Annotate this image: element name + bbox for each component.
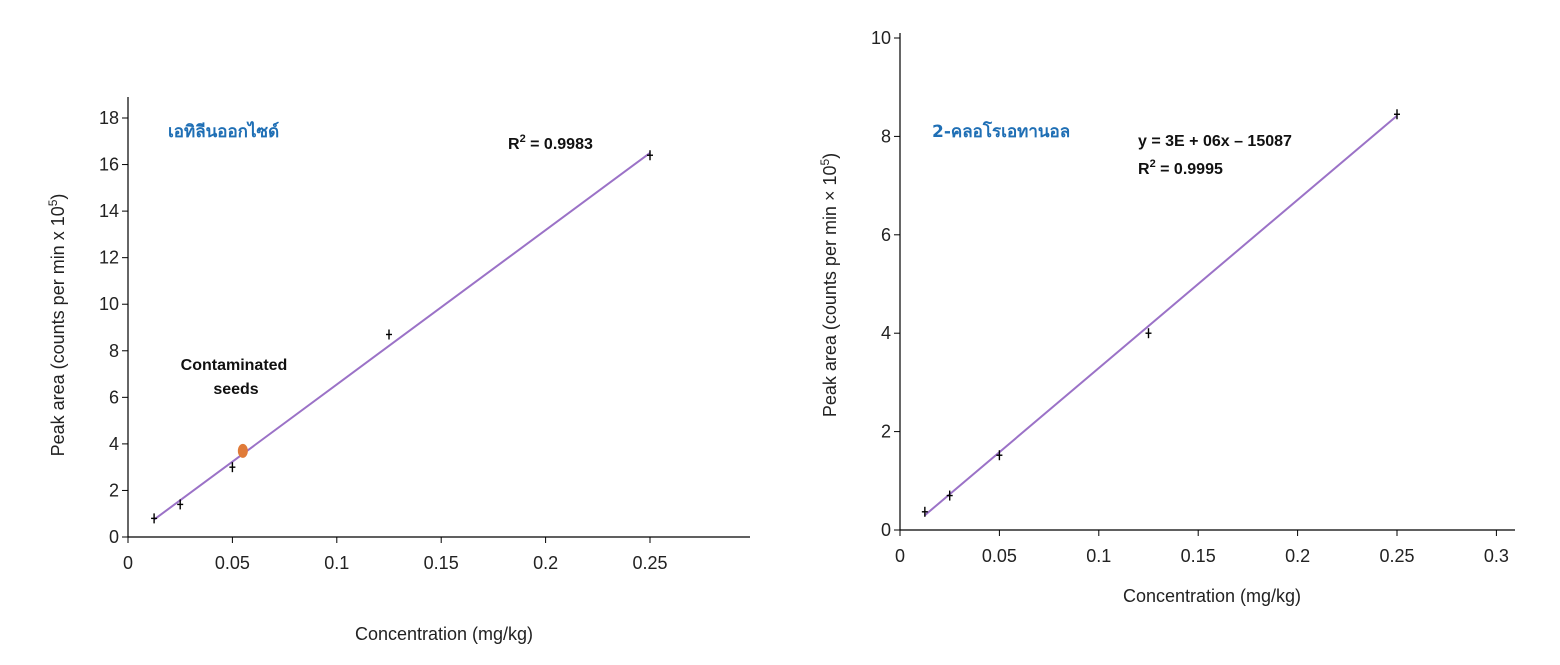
data-point <box>386 329 392 340</box>
contaminated-label-line1: Contaminated <box>181 357 288 374</box>
x-tick-label: 0.15 <box>424 553 459 573</box>
trendline <box>924 114 1398 517</box>
x-tick-label: 0.25 <box>632 553 667 573</box>
x-tick-label: 0.2 <box>1285 546 1310 566</box>
y-tick-label: 6 <box>109 387 119 407</box>
r-squared-exponent: 2 <box>520 133 526 145</box>
r-squared-prefix: R <box>1138 161 1150 178</box>
y-axis-title-text: Peak area (counts per min x 10 <box>48 206 68 456</box>
y-tick-label: 14 <box>99 201 119 221</box>
y-tick-label: 4 <box>109 434 119 454</box>
data-points <box>921 109 1400 517</box>
y-axis-title-exponent: 5 <box>818 159 832 166</box>
x-axis-ticks: 0 0.05 0.1 0.15 0.2 0.25 <box>123 537 668 573</box>
y-tick-label: 12 <box>99 248 119 268</box>
y-tick-label: 10 <box>871 28 891 48</box>
y-tick-label: 2 <box>109 480 119 500</box>
y-tick-label: 6 <box>881 225 891 245</box>
x-tick-label: 0.3 <box>1484 546 1509 566</box>
x-tick-label: 0.15 <box>1181 546 1216 566</box>
y-axis-title-suffix: ) <box>820 153 840 159</box>
y-axis-ticks: 0 2 4 6 8 10 12 14 16 18 <box>99 108 128 547</box>
chart-ethylene-oxide: 0 2 4 6 8 10 12 14 16 18 0 0.05 0.1 0.15 0.2 0.25 เอทิ… <box>46 97 750 644</box>
x-axis-title: Concentration (mg/kg) <box>355 624 533 644</box>
r-squared-prefix: R <box>508 136 520 153</box>
contaminated-label-line2: seeds <box>213 381 258 398</box>
data-point <box>229 462 236 473</box>
r-squared-exponent: 2 <box>1150 158 1156 170</box>
x-tick-label: 0.2 <box>533 553 558 573</box>
data-point <box>177 499 184 510</box>
y-tick-label: 4 <box>881 323 891 343</box>
x-tick-label: 0.1 <box>324 553 349 573</box>
y-axis-title: Peak area (counts per min x 105) <box>46 194 68 457</box>
y-tick-label: 8 <box>109 341 119 361</box>
y-axis-title-text: Peak area (counts per min × 10 <box>820 166 840 418</box>
trendline-path <box>153 152 651 521</box>
x-tick-label: 0.05 <box>982 546 1017 566</box>
data-point <box>946 490 953 501</box>
data-point <box>151 513 158 524</box>
data-point <box>921 506 928 517</box>
x-tick-label: 0 <box>123 553 133 573</box>
data-point <box>996 450 1003 461</box>
data-point <box>1145 328 1152 339</box>
r-squared-value: = 0.9983 <box>526 136 593 153</box>
y-axis-title: Peak area (counts per min × 105) <box>818 153 840 417</box>
y-tick-label: 10 <box>99 294 119 314</box>
data-point <box>1394 109 1400 120</box>
y-tick-label: 16 <box>99 155 119 175</box>
y-tick-label: 0 <box>881 520 891 540</box>
x-axis-title: Concentration (mg/kg) <box>1123 586 1301 606</box>
r-squared-value: = 0.9995 <box>1156 161 1223 178</box>
y-tick-label: 8 <box>881 126 891 146</box>
y-tick-label: 2 <box>881 422 891 442</box>
contaminated-seeds-point <box>237 443 248 458</box>
regression-equation: y = 3E + 06x – 15087 <box>1138 133 1292 150</box>
trendline <box>153 152 651 521</box>
chart-title: เอทิลีนออกไซด์ <box>168 121 279 142</box>
r-squared-label: R2 = 0.9995 <box>1138 158 1223 178</box>
y-tick-label: 18 <box>99 108 119 128</box>
x-tick-label: 0.05 <box>215 553 250 573</box>
data-point <box>647 150 653 161</box>
y-tick-label: 0 <box>109 527 119 547</box>
chart-title: 2-คลอโรเอทานอล <box>932 121 1070 142</box>
r-squared-label: R2 = 0.9983 <box>508 133 593 153</box>
contaminated-seeds-marker <box>237 443 248 458</box>
trendline-path <box>924 114 1398 517</box>
y-axis-ticks: 0 2 4 6 8 10 <box>871 28 900 540</box>
x-tick-label: 0.1 <box>1086 546 1111 566</box>
chart-2-chloroethanol: 0 2 4 6 8 10 0 0.05 0.1 0.15 0.2 0.25 0.3 2-คลอโรเอ… <box>818 28 1515 606</box>
y-axis-title-suffix: ) <box>48 194 68 200</box>
x-tick-label: 0.25 <box>1379 546 1414 566</box>
data-points <box>151 150 653 524</box>
y-axis-title-exponent: 5 <box>46 199 60 206</box>
x-tick-label: 0 <box>895 546 905 566</box>
x-axis-ticks: 0 0.05 0.1 0.15 0.2 0.25 0.3 <box>895 530 1509 566</box>
